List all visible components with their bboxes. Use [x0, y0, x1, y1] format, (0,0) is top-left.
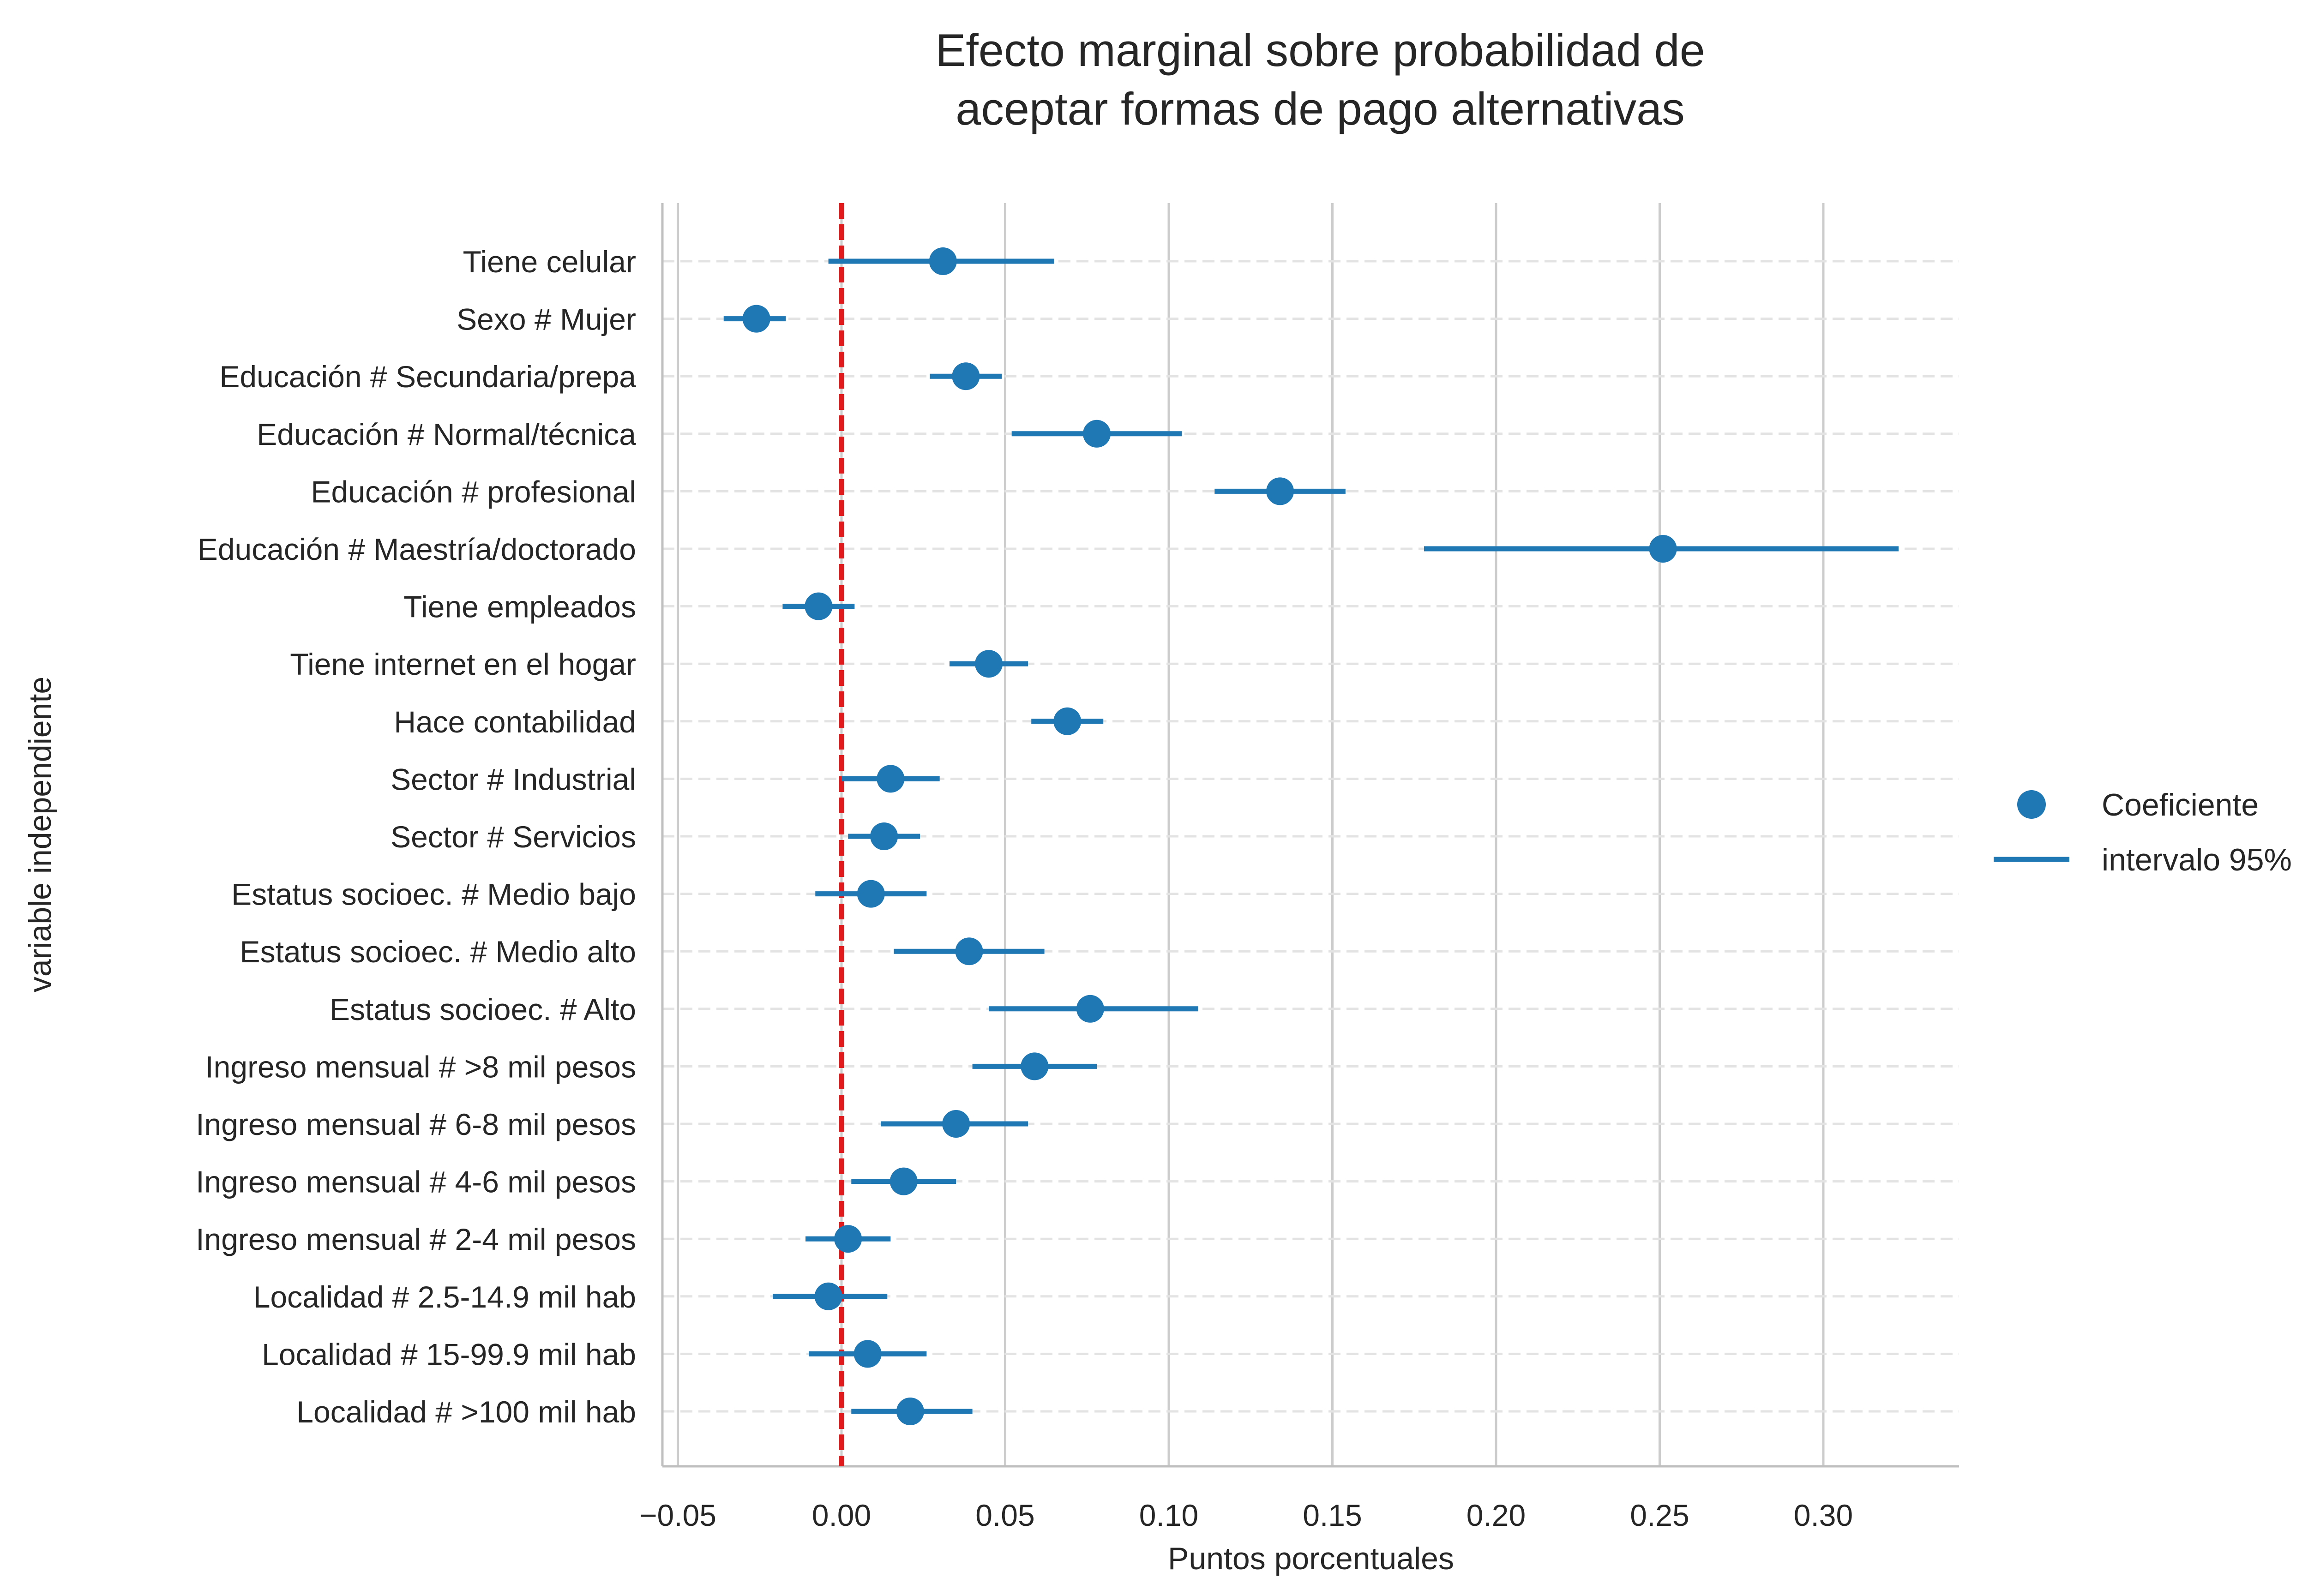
x-tick-label: −0.05	[639, 1498, 716, 1532]
x-tick-label: 0.20	[1467, 1498, 1526, 1532]
y-tick-label: Educación # Maestría/doctorado	[198, 532, 636, 566]
coefficient-point	[1053, 707, 1082, 735]
coefficient-point	[929, 247, 957, 275]
legend-coeficiente-label: Coeficiente	[2102, 787, 2259, 822]
x-tick-label: 0.15	[1303, 1498, 1362, 1532]
y-tick-label: Tiene internet en el hogar	[290, 647, 636, 681]
y-tick-label: Estatus socioec. # Medio bajo	[231, 877, 636, 912]
coefficient-point	[853, 1340, 882, 1368]
vertical-grid	[677, 203, 1825, 1466]
x-tick-label: 0.25	[1630, 1498, 1689, 1532]
coefficient-point	[857, 880, 885, 908]
x-tick-label: 0.05	[975, 1498, 1034, 1532]
y-tick-label: Ingreso mensual # 4-6 mil pesos	[196, 1165, 636, 1199]
x-tick-labels: −0.05 0.00 0.05 0.10 0.15 0.20 0.25 0.30	[639, 1498, 1853, 1532]
coefficient-point	[975, 650, 1003, 678]
y-tick-label: Educación # profesional	[311, 474, 636, 509]
y-tick-label: Educación # Secundaria/prepa	[219, 360, 636, 394]
y-tick-label: Ingreso mensual # >8 mil pesos	[205, 1050, 636, 1084]
y-tick-label: Estatus socioec. # Alto	[330, 992, 636, 1026]
y-tick-label: Tiene celular	[463, 245, 636, 279]
y-axis-label: variable independiente	[23, 677, 58, 992]
coefficient-point	[834, 1225, 862, 1253]
coefficient-point	[1649, 535, 1677, 563]
coefficient-point	[814, 1282, 842, 1310]
coefficient-point	[942, 1110, 970, 1138]
coefficient-point	[890, 1167, 918, 1195]
coefficient-point	[805, 592, 833, 620]
coefficient-point	[1266, 477, 1294, 505]
coefficient-point	[742, 305, 770, 333]
y-tick-label: Localidad # >100 mil hab	[296, 1395, 636, 1429]
axes	[661, 203, 1959, 1468]
y-tick-label: Educación # Normal/técnica	[257, 417, 636, 451]
y-tick-label: Tiene empleados	[403, 590, 636, 624]
y-tick-label: Estatus socioec. # Medio alto	[240, 935, 636, 969]
x-tick-label: 0.10	[1139, 1498, 1198, 1532]
y-tick-label: Ingreso mensual # 2-4 mil pesos	[196, 1222, 636, 1256]
coefficient-point	[1076, 995, 1104, 1023]
x-axis-label: Puntos porcentuales	[1168, 1541, 1454, 1576]
y-tick-labels: Tiene celular Sexo # Mujer Educación # Sec…	[196, 245, 636, 1429]
x-tick-label: 0.00	[812, 1498, 871, 1532]
y-tick-label: Localidad # 15-99.9 mil hab	[262, 1337, 636, 1371]
y-tick-label: Hace contabilidad	[394, 705, 636, 739]
legend-coeficiente-marker	[2017, 790, 2046, 819]
y-tick-label: Sexo # Mujer	[457, 302, 636, 336]
chart-title-line-1: Efecto marginal sobre probabilidad de	[935, 24, 1705, 76]
legend: Coeficiente intervalo 95%	[1994, 787, 2292, 877]
coefficient-point	[1083, 420, 1111, 448]
y-tick-label: Localidad # 2.5-14.9 mil hab	[253, 1280, 636, 1314]
chart-title-line-2: aceptar formas de pago alternativas	[956, 83, 1684, 134]
coefficient-point	[877, 765, 905, 793]
coefficient-points	[742, 247, 1677, 1425]
coefficient-point	[870, 822, 898, 850]
coefficient-point	[1021, 1052, 1049, 1080]
coefficient-point	[896, 1398, 924, 1425]
y-tick-label: Ingreso mensual # 6-8 mil pesos	[196, 1107, 636, 1141]
x-tick-label: 0.30	[1794, 1498, 1853, 1532]
y-tick-label: Sector # Servicios	[391, 820, 636, 854]
y-tick-label: Sector # Industrial	[391, 762, 636, 796]
coefficient-point	[955, 937, 983, 966]
legend-intervalo-label: intervalo 95%	[2102, 842, 2292, 877]
coefficient-point	[952, 362, 980, 390]
